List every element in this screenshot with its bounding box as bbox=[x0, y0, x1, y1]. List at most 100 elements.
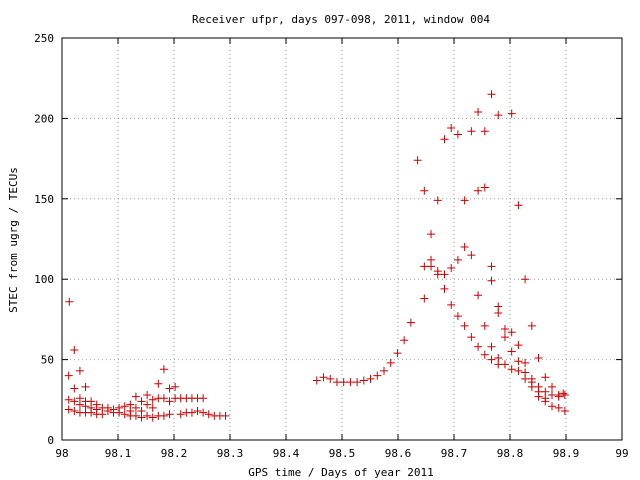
data-point-plus bbox=[440, 270, 449, 279]
data-point-plus bbox=[165, 384, 174, 393]
data-point-plus bbox=[193, 407, 202, 416]
grid-lines bbox=[62, 38, 622, 440]
data-point-plus bbox=[70, 407, 79, 416]
data-point-plus bbox=[386, 358, 395, 367]
data-point-plus bbox=[480, 321, 489, 330]
axis-ticks bbox=[61, 37, 623, 441]
data-point-plus bbox=[81, 382, 90, 391]
data-point-plus bbox=[187, 408, 196, 417]
data-point-plus bbox=[507, 347, 516, 356]
data-point-plus bbox=[143, 390, 152, 399]
data-point-plus bbox=[548, 402, 556, 411]
data-point-plus bbox=[548, 382, 556, 391]
data-point-plus bbox=[131, 403, 140, 412]
data-point-plus bbox=[554, 403, 563, 412]
data-point-plus bbox=[159, 365, 168, 374]
data-point-plus bbox=[380, 366, 388, 375]
data-point-plus bbox=[221, 411, 230, 420]
data-point-plus bbox=[64, 405, 73, 414]
x-tick-label: 98.2 bbox=[161, 447, 188, 460]
y-tick-label: 0 bbox=[47, 434, 54, 447]
y-axis-label: STEC from ugrg / TECUs bbox=[7, 167, 20, 313]
data-point-plus bbox=[494, 360, 503, 369]
data-point-plus bbox=[559, 389, 568, 398]
data-point-plus bbox=[148, 403, 157, 412]
data-point-plus bbox=[319, 373, 328, 382]
data-point-plus bbox=[527, 382, 536, 391]
data-point-plus bbox=[554, 392, 563, 401]
data-point-plus bbox=[332, 378, 341, 387]
data-point-plus bbox=[507, 328, 516, 337]
data-point-plus bbox=[70, 397, 79, 406]
data-point-plus bbox=[137, 397, 146, 406]
data-point-plus bbox=[460, 196, 469, 205]
y-tick-label: 200 bbox=[34, 112, 54, 125]
data-point-plus bbox=[87, 408, 96, 417]
x-tick-label: 98.6 bbox=[385, 447, 412, 460]
data-point-plus bbox=[64, 395, 73, 404]
data-point-plus bbox=[70, 384, 79, 393]
x-tick-labels: 98 98.1 98.2 98.3 98.4 98.5 98.6 98.7 98.8 98.9 99 bbox=[55, 447, 628, 460]
data-point-plus bbox=[433, 270, 442, 279]
data-point-plus bbox=[474, 107, 483, 116]
data-point-plus bbox=[176, 410, 185, 419]
data-point-plus bbox=[131, 392, 140, 401]
data-point-plus bbox=[514, 201, 523, 210]
data-point-plus bbox=[487, 342, 496, 351]
data-point-plus bbox=[480, 183, 489, 192]
x-tick-label: 99 bbox=[615, 447, 628, 460]
data-point-plus bbox=[413, 156, 422, 165]
data-point-plus bbox=[312, 376, 321, 385]
x-tick-label: 98.4 bbox=[273, 447, 300, 460]
data-point-plus bbox=[70, 345, 79, 354]
data-point-plus bbox=[494, 111, 503, 120]
data-point-plus bbox=[346, 378, 355, 387]
data-point-plus bbox=[541, 373, 550, 382]
data-point-plus bbox=[527, 321, 536, 330]
x-tick-label: 98.8 bbox=[497, 447, 524, 460]
data-point-plus bbox=[480, 350, 489, 359]
data-point-plus bbox=[447, 300, 456, 309]
data-point-plus bbox=[514, 357, 523, 366]
data-point-plus bbox=[75, 366, 84, 375]
x-tick-label: 98.5 bbox=[329, 447, 356, 460]
data-point-plus bbox=[326, 374, 335, 383]
y-tick-label: 150 bbox=[34, 193, 54, 206]
data-point-plus bbox=[420, 186, 429, 195]
data-point-plus bbox=[143, 411, 152, 420]
data-point-plus bbox=[165, 397, 174, 406]
data-point-plus bbox=[339, 378, 348, 387]
data-point-plus bbox=[420, 262, 429, 271]
data-point-plus bbox=[120, 410, 129, 419]
data-point-plus bbox=[507, 109, 516, 118]
data-point-plus bbox=[467, 333, 476, 342]
data-point-plus bbox=[487, 90, 496, 99]
data-point-plus bbox=[500, 333, 509, 342]
data-point-plus bbox=[165, 410, 174, 419]
data-point-plus bbox=[487, 276, 496, 285]
data-point-plus bbox=[453, 255, 462, 264]
data-point-plus bbox=[447, 124, 456, 133]
data-point-plus bbox=[120, 402, 129, 411]
data-point-plus bbox=[148, 413, 157, 422]
data-point-plus bbox=[514, 341, 523, 350]
data-point-plus bbox=[359, 376, 368, 385]
data-point-plus bbox=[159, 411, 168, 420]
x-tick-label: 98.7 bbox=[441, 447, 468, 460]
data-point-plus bbox=[420, 294, 429, 303]
data-point-plus bbox=[148, 395, 157, 404]
data-point-plus bbox=[453, 312, 462, 321]
data-point-plus bbox=[534, 353, 543, 362]
y-tick-labels: 0 50 100 150 200 250 bbox=[34, 32, 54, 447]
data-point-plus bbox=[103, 407, 112, 416]
data-point-plus bbox=[467, 251, 476, 260]
y-tick-label: 250 bbox=[34, 32, 54, 45]
data-point-plus bbox=[474, 342, 483, 351]
data-point-plus bbox=[366, 374, 375, 383]
data-point-plus bbox=[98, 410, 107, 419]
data-point-plus bbox=[353, 378, 362, 387]
data-point-plus bbox=[521, 358, 530, 367]
data-point-plus bbox=[560, 407, 569, 416]
x-tick-label: 98.9 bbox=[553, 447, 580, 460]
chart-title: Receiver ufpr, days 097-098, 2011, windo… bbox=[192, 13, 490, 26]
